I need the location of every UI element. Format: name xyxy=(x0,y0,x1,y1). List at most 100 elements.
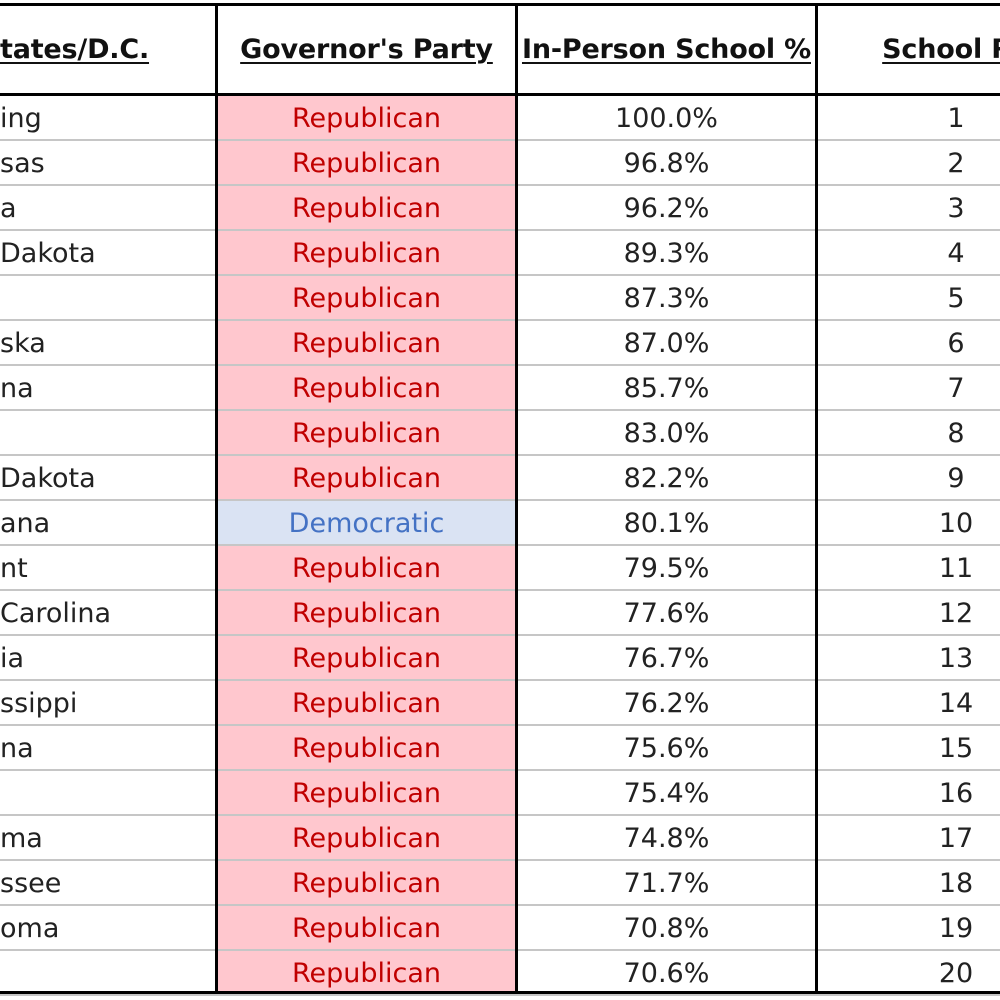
governors-party-cell[interactable]: Democratic xyxy=(218,501,515,546)
header-state[interactable]: tates/D.C. xyxy=(0,33,150,65)
in-person-school-pct-cell[interactable]: 71.7% xyxy=(623,868,710,899)
school-rank-cell[interactable]: 15 xyxy=(938,733,974,764)
state-cell[interactable] xyxy=(0,771,215,816)
state-cell[interactable]: nt xyxy=(0,553,28,584)
governors-party-cell[interactable]: Republican xyxy=(218,186,515,231)
state-cell[interactable]: sas xyxy=(0,148,45,179)
state-cell[interactable]: ma xyxy=(0,823,43,854)
school-rank-cell[interactable]: 9 xyxy=(947,463,965,494)
state-cell[interactable]: a xyxy=(0,193,17,224)
state-cell[interactable]: oma xyxy=(0,913,60,944)
governors-party-cell[interactable]: Republican xyxy=(218,906,515,951)
state-cell[interactable]: na xyxy=(0,733,34,764)
header-in-person-school-pct[interactable]: In-Person School % xyxy=(521,33,811,65)
state-cell[interactable]: ana xyxy=(0,508,51,539)
school-rank-cell[interactable]: 7 xyxy=(947,373,965,404)
school-rank-cell[interactable]: 14 xyxy=(938,688,974,719)
row-gridline xyxy=(0,994,1000,996)
governors-party-cell[interactable]: Republican xyxy=(218,411,515,456)
state-cell[interactable] xyxy=(0,951,215,996)
governors-party-cell[interactable]: Republican xyxy=(218,96,515,141)
in-person-school-pct-cell[interactable]: 89.3% xyxy=(623,238,710,269)
in-person-school-pct-cell[interactable]: 74.8% xyxy=(623,823,710,854)
school-rank-cell[interactable]: 5 xyxy=(947,283,965,314)
row-gridline xyxy=(0,454,1000,456)
school-rank-cell[interactable]: 10 xyxy=(938,508,974,539)
table-row: nt Republican 79.5% 11 xyxy=(0,546,1000,591)
in-person-school-pct-cell[interactable]: 96.8% xyxy=(623,148,710,179)
governors-party-cell[interactable]: Republican xyxy=(218,366,515,411)
governors-party-cell[interactable]: Republican xyxy=(218,816,515,861)
in-person-school-pct-cell[interactable]: 70.8% xyxy=(623,913,710,944)
in-person-school-pct-cell[interactable]: 75.4% xyxy=(623,778,710,809)
row-gridline xyxy=(0,409,1000,411)
school-rank-cell[interactable]: 6 xyxy=(947,328,965,359)
state-cell[interactable]: ssippi xyxy=(0,688,78,719)
state-cell[interactable]: Dakota xyxy=(0,463,96,494)
governors-party-cell[interactable]: Republican xyxy=(218,681,515,726)
school-rank-cell[interactable]: 18 xyxy=(938,868,974,899)
table-row: na Republican 75.6% 15 xyxy=(0,726,1000,771)
in-person-school-pct-cell[interactable]: 100.0% xyxy=(615,103,718,134)
column-divider xyxy=(815,4,818,994)
state-cell[interactable] xyxy=(0,411,215,456)
table-row: Dakota Republican 82.2% 9 xyxy=(0,456,1000,501)
school-rank-cell[interactable]: 1 xyxy=(947,103,965,134)
in-person-school-pct-cell[interactable]: 87.3% xyxy=(623,283,710,314)
in-person-school-pct-cell[interactable]: 79.5% xyxy=(623,553,710,584)
table-row: ma Republican 74.8% 17 xyxy=(0,816,1000,861)
row-gridline xyxy=(0,769,1000,771)
state-cell[interactable]: ska xyxy=(0,328,46,359)
governors-party-cell[interactable]: Republican xyxy=(218,456,515,501)
governors-party-cell[interactable]: Republican xyxy=(218,591,515,636)
in-person-school-pct-cell[interactable]: 85.7% xyxy=(623,373,710,404)
state-cell[interactable]: Dakota xyxy=(0,238,96,269)
in-person-school-pct-cell[interactable]: 76.2% xyxy=(623,688,710,719)
in-person-school-pct-cell[interactable]: 70.6% xyxy=(623,958,710,989)
school-rank-cell[interactable]: 19 xyxy=(938,913,974,944)
state-cell[interactable] xyxy=(0,276,215,321)
in-person-school-pct-cell[interactable]: 77.6% xyxy=(623,598,710,629)
governors-party-cell[interactable]: Republican xyxy=(218,321,515,366)
header-governors-party[interactable]: Governor's Party xyxy=(240,33,493,65)
state-cell[interactable]: Carolina xyxy=(0,598,112,629)
governors-party-cell[interactable]: Republican xyxy=(218,951,515,996)
in-person-school-pct-cell[interactable]: 96.2% xyxy=(623,193,710,224)
row-gridline xyxy=(0,274,1000,276)
governors-party-cell[interactable]: Republican xyxy=(218,771,515,816)
school-rank-cell[interactable]: 16 xyxy=(938,778,974,809)
school-rank-cell[interactable]: 4 xyxy=(947,238,965,269)
row-gridline xyxy=(0,904,1000,906)
governors-party-cell[interactable]: Republican xyxy=(218,231,515,276)
header-bottom-border xyxy=(0,93,1000,96)
governors-party-cell[interactable]: Republican xyxy=(218,546,515,591)
state-cell[interactable]: ing xyxy=(0,103,42,134)
in-person-school-pct-cell[interactable]: 80.1% xyxy=(623,508,710,539)
school-rank-cell[interactable]: 11 xyxy=(938,553,974,584)
governors-party-cell[interactable]: Republican xyxy=(218,861,515,906)
in-person-school-pct-cell[interactable]: 76.7% xyxy=(623,643,710,674)
in-person-school-pct-cell[interactable]: 75.6% xyxy=(623,733,710,764)
school-rank-cell[interactable]: 2 xyxy=(947,148,965,179)
state-cell[interactable]: ia xyxy=(0,643,25,674)
header-school-rank[interactable]: School Ra xyxy=(882,33,1000,65)
governors-party-cell[interactable]: Republican xyxy=(218,141,515,186)
school-rank-cell[interactable]: 13 xyxy=(938,643,974,674)
row-gridline xyxy=(0,499,1000,501)
row-gridline xyxy=(0,679,1000,681)
school-rank-cell[interactable]: 20 xyxy=(938,958,974,989)
school-rank-cell[interactable]: 12 xyxy=(938,598,974,629)
governors-party-cell[interactable]: Republican xyxy=(218,726,515,771)
school-rank-cell[interactable]: 8 xyxy=(947,418,965,449)
state-cell[interactable]: na xyxy=(0,373,34,404)
row-gridline xyxy=(0,364,1000,366)
in-person-school-pct-cell[interactable]: 82.2% xyxy=(623,463,710,494)
governors-party-cell[interactable]: Republican xyxy=(218,276,515,321)
in-person-school-pct-cell[interactable]: 83.0% xyxy=(623,418,710,449)
governors-party-cell[interactable]: Republican xyxy=(218,636,515,681)
row-gridline xyxy=(0,814,1000,816)
state-cell[interactable]: ssee xyxy=(0,868,62,899)
in-person-school-pct-cell[interactable]: 87.0% xyxy=(623,328,710,359)
school-rank-cell[interactable]: 17 xyxy=(938,823,974,854)
school-rank-cell[interactable]: 3 xyxy=(947,193,965,224)
